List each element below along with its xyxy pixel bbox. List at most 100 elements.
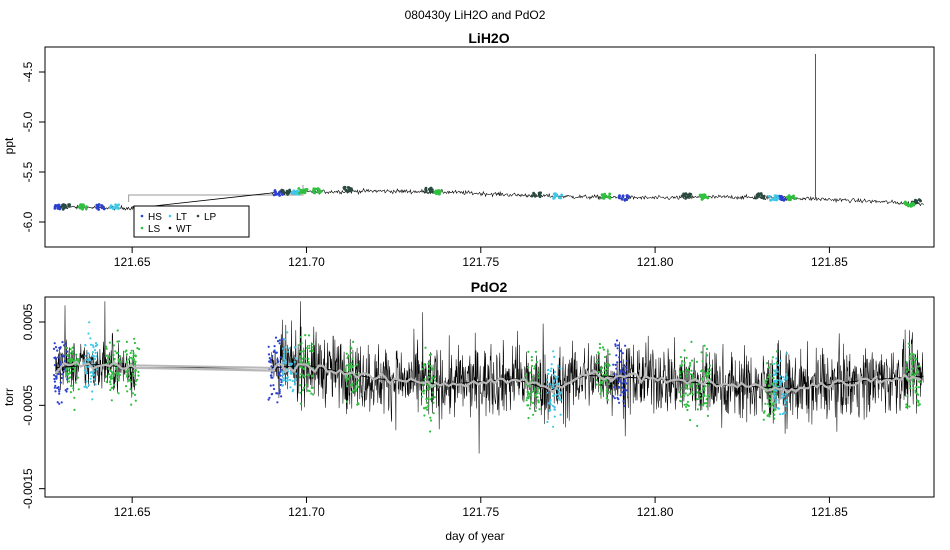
pdo2-cal-point — [559, 367, 562, 370]
pdo2-cal-point — [57, 372, 60, 376]
pdo2-cal-point — [530, 355, 533, 359]
pdo2-cal-point — [89, 337, 92, 340]
lih2o-point-ls — [298, 191, 301, 195]
pdo2-cal-point — [69, 376, 72, 379]
lih2o-point-ls — [789, 198, 792, 202]
lih2o-trace — [55, 204, 136, 212]
pdo2-cal-point — [111, 372, 114, 375]
pdo2-cal-point — [684, 392, 688, 395]
pdo2-cal-point — [114, 367, 117, 371]
pdo2-cal-point — [285, 380, 289, 383]
pdo2-cal-point — [118, 360, 121, 363]
pdo2-cal-point — [772, 373, 776, 377]
pdo2-cal-point — [766, 414, 769, 417]
pdo2-cal-point — [87, 332, 90, 335]
pdo2-cal-point — [73, 396, 76, 399]
pdo2-cal-point — [60, 401, 63, 404]
lih2o-title: LiH2O — [468, 30, 509, 46]
pdo2-cal-point — [685, 356, 688, 359]
pdo2-cal-point — [536, 390, 539, 393]
lih2o-point-hs — [58, 207, 62, 211]
pdo2-cal-point — [77, 360, 80, 363]
lih2o-point-ls — [600, 193, 604, 197]
pdo2-cal-point — [776, 370, 779, 373]
pdo2-cal-point — [56, 349, 59, 352]
pdo2-cal-point — [626, 389, 629, 392]
pdo2-cal-point — [125, 375, 129, 378]
pdo2-cal-point — [623, 388, 626, 391]
pdo2-cal-point — [305, 383, 308, 386]
pdo2-cal-point — [625, 382, 628, 385]
pdo2-cal-point — [347, 378, 350, 381]
pdo2-cal-point — [427, 386, 430, 390]
legend-label-lp: LP — [204, 212, 217, 223]
pdo2-cal-point — [284, 346, 287, 349]
pdo2-cal-point — [529, 371, 532, 374]
pdo2-cal-point — [678, 391, 681, 394]
pdo2-cal-point — [423, 363, 426, 366]
pdo2-cal-point — [679, 372, 682, 375]
pdo2-cal-point — [623, 381, 626, 384]
pdo2-cal-point — [686, 394, 689, 397]
lih2o-x-tick-label: 121.75 — [462, 255, 499, 269]
pdo2-cal-point — [307, 357, 310, 360]
pdo2-cal-point — [598, 346, 602, 349]
pdo2-cal-point — [703, 389, 706, 392]
pdo2-cal-point — [766, 378, 769, 381]
pdo2-cal-point — [76, 376, 79, 379]
pdo2-cal-point — [528, 392, 531, 395]
pdo2-cal-point — [681, 364, 684, 367]
pdo2-cal-point — [686, 387, 689, 390]
pdo2-cal-point — [292, 388, 295, 391]
pdo2-cal-point — [424, 346, 427, 349]
pdo2-cal-point — [307, 389, 310, 392]
lih2o-point-lp — [762, 197, 766, 200]
pdo2-cal-point — [525, 374, 528, 377]
lih2o-point-ls — [602, 197, 606, 200]
lih2o-plot-frame — [44, 46, 935, 248]
pdo2-cal-point — [529, 400, 533, 403]
pdo2-cal-point — [307, 334, 311, 337]
pdo2-cal-point — [615, 354, 618, 357]
pdo2-cal-point — [914, 389, 917, 392]
pdo2-cal-point — [356, 385, 359, 388]
pdo2-cal-point — [599, 381, 602, 384]
pdo2-cal-point — [774, 371, 777, 374]
pdo2-cal-point — [678, 370, 681, 373]
pdo2-cal-point — [133, 337, 136, 340]
pdo2-cal-point — [777, 364, 780, 367]
pdo2-cal-point — [772, 377, 775, 380]
pdo2-cal-point — [764, 381, 767, 384]
pdo2-cal-point — [65, 368, 68, 371]
pdo2-cal-point — [767, 397, 770, 400]
pdo2-cal-point — [311, 350, 315, 353]
pdo2-cal-point — [552, 394, 555, 397]
lih2o-point-lp — [68, 203, 71, 207]
lih2o-point-hs — [626, 195, 630, 199]
pdo2-cal-point — [293, 346, 296, 349]
lih2o-point-ls — [81, 207, 84, 211]
pdo2-cal-point — [269, 361, 272, 364]
lih2o-point-ls — [791, 195, 795, 198]
pdo2-cal-point — [302, 349, 305, 352]
pdo2-cal-point — [700, 351, 703, 354]
pdo2-cal-point — [552, 425, 555, 428]
pdo2-cal-point — [352, 340, 355, 343]
pdo2-cal-point — [345, 364, 349, 367]
pdo2-cal-point — [905, 403, 908, 406]
pdo2-cal-point — [785, 352, 789, 355]
pdo2-cal-point — [89, 377, 92, 380]
pdo2-cal-point — [534, 404, 537, 407]
pdo2-cal-point — [769, 400, 772, 403]
pdo2-cal-point — [767, 403, 770, 406]
pdo2-cal-point — [708, 364, 712, 367]
pdo2-cal-point — [557, 389, 561, 392]
pdo2-cal-point — [547, 372, 550, 375]
pdo2-cal-point — [432, 401, 435, 404]
pdo2-cal-point — [685, 384, 688, 387]
pdo2-cal-point — [91, 344, 94, 347]
lih2o-point-ls — [319, 189, 323, 193]
pdo2-cal-point — [533, 367, 536, 370]
pdo2-cal-point — [706, 374, 710, 378]
pdo2-cal-point — [682, 393, 685, 396]
